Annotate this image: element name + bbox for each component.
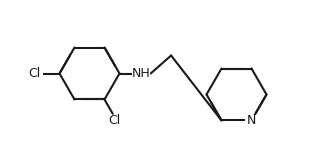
FancyBboxPatch shape	[105, 115, 123, 126]
FancyBboxPatch shape	[132, 68, 150, 79]
Text: Cl: Cl	[28, 67, 40, 80]
FancyBboxPatch shape	[25, 68, 43, 79]
Text: NH: NH	[132, 67, 151, 80]
FancyBboxPatch shape	[245, 115, 257, 126]
Text: Cl: Cl	[108, 114, 120, 127]
Text: N: N	[247, 114, 256, 127]
